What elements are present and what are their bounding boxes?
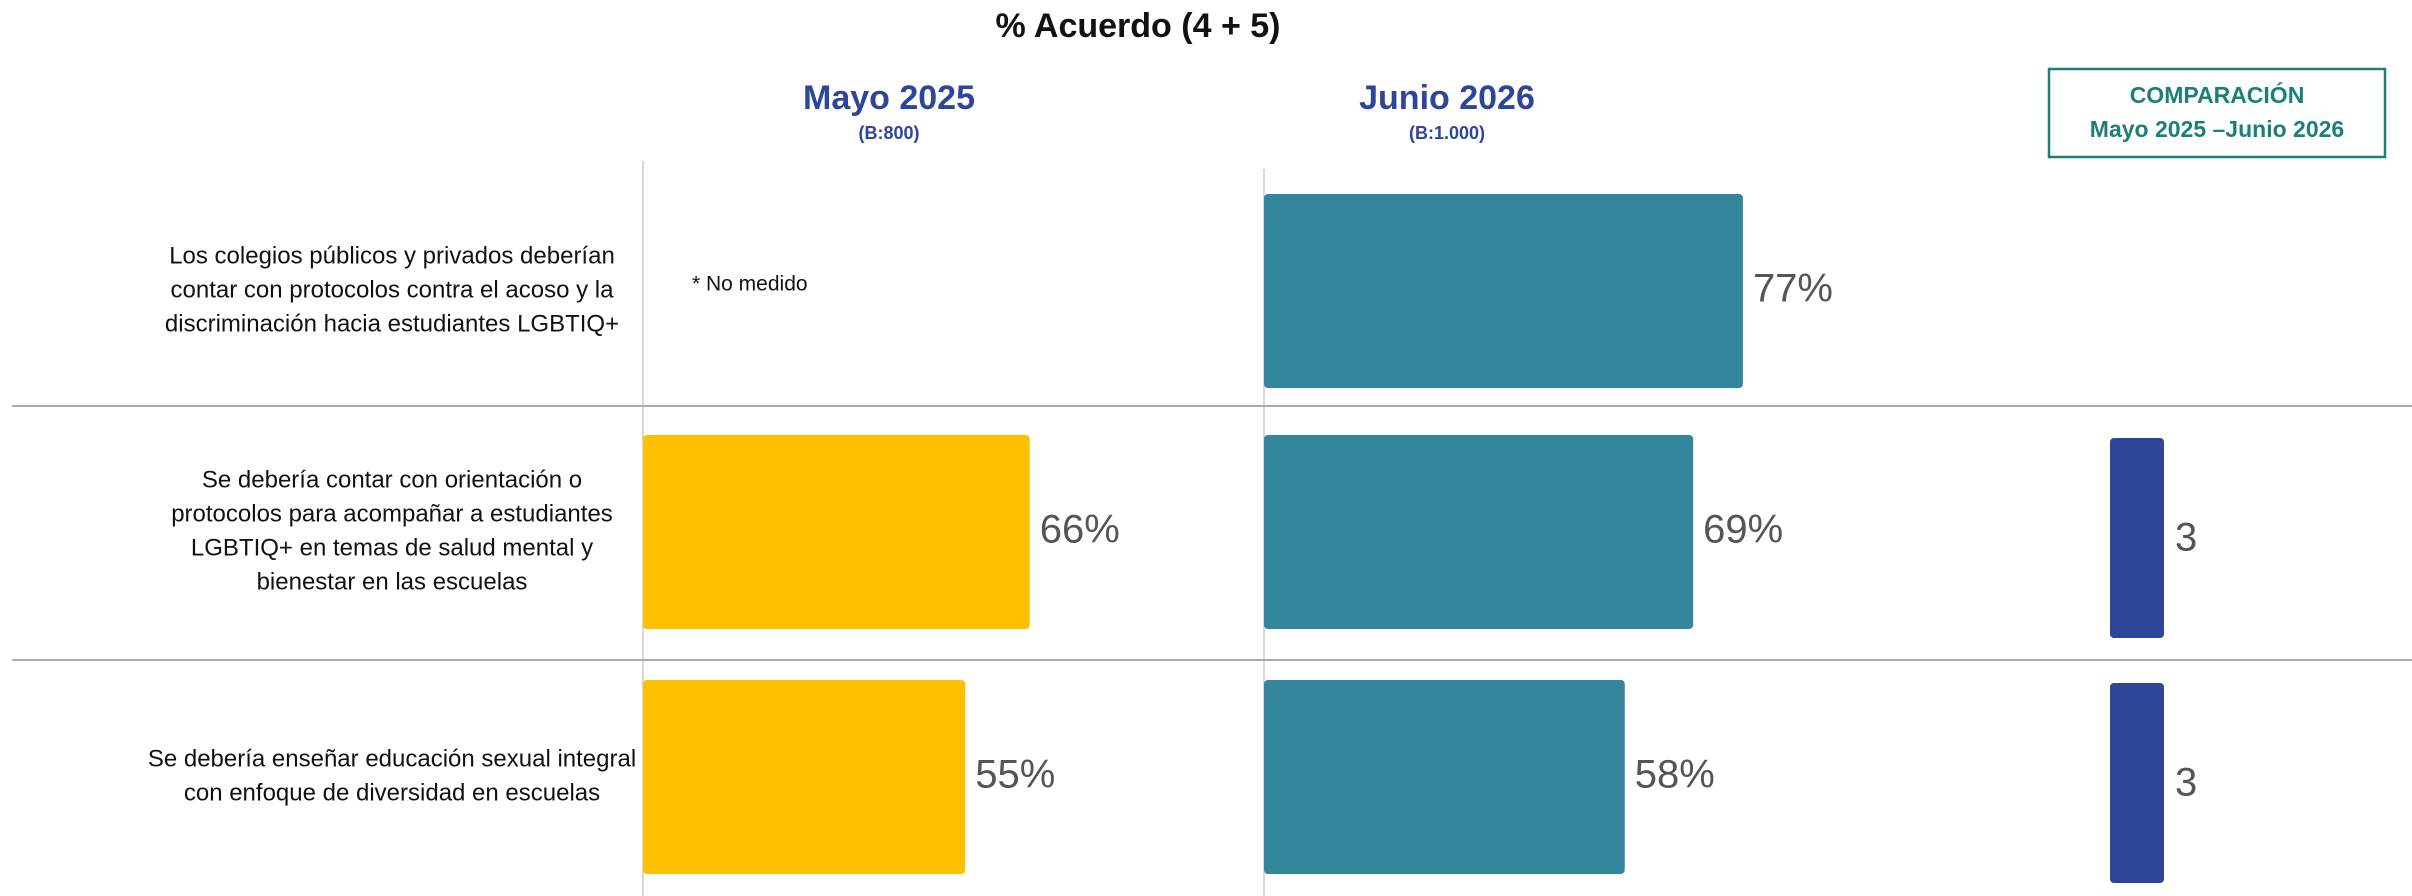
- row-label: con enfoque de diversidad en escuelas: [184, 779, 600, 806]
- series-header: Junio 2026: [1359, 79, 1535, 117]
- bar: [1264, 194, 1743, 388]
- row-label: bienestar en las escuelas: [257, 568, 528, 595]
- row-label: LGBTIQ+ en temas de salud mental y: [191, 534, 593, 561]
- chart-title: % Acuerdo (4 + 5): [996, 7, 1281, 45]
- bar: [643, 435, 1030, 629]
- bar: [1264, 435, 1694, 629]
- row-label: Los colegios públicos y privados debería…: [169, 242, 615, 269]
- value-label: 58%: [1635, 753, 1715, 797]
- series-base: (B:1.000): [1409, 123, 1485, 143]
- comparison-label: 3: [2175, 516, 2197, 560]
- series-base: (B:800): [858, 123, 919, 143]
- bar: [643, 680, 966, 874]
- comparison-box: [2047, 67, 2387, 159]
- comparison-label: 3: [2175, 761, 2197, 805]
- comparison-bar: [2110, 437, 2164, 639]
- comparison-bar: [2110, 682, 2164, 884]
- row-label: discriminación hacia estudiantes LGBTIQ+: [165, 310, 619, 337]
- comparison-title: COMPARACIÓN: [2130, 81, 2305, 108]
- bar: [1264, 680, 1625, 874]
- row-label: Se debería enseñar educación sexual inte…: [148, 745, 636, 772]
- value-label: 77%: [1753, 267, 1833, 311]
- series-header: Mayo 2025: [803, 79, 975, 117]
- comparison-title: Mayo 2025 –Junio 2026: [2090, 116, 2344, 142]
- row-label: contar con protocolos contra el acoso y …: [171, 276, 615, 303]
- annotation: * No medido: [692, 273, 808, 296]
- value-label: 55%: [975, 753, 1055, 797]
- value-label: 69%: [1703, 508, 1783, 552]
- row-label: Se debería contar con orientación o: [202, 466, 582, 493]
- row-label: protocolos para acompañar a estudiantes: [171, 500, 613, 527]
- value-label: 66%: [1040, 508, 1120, 552]
